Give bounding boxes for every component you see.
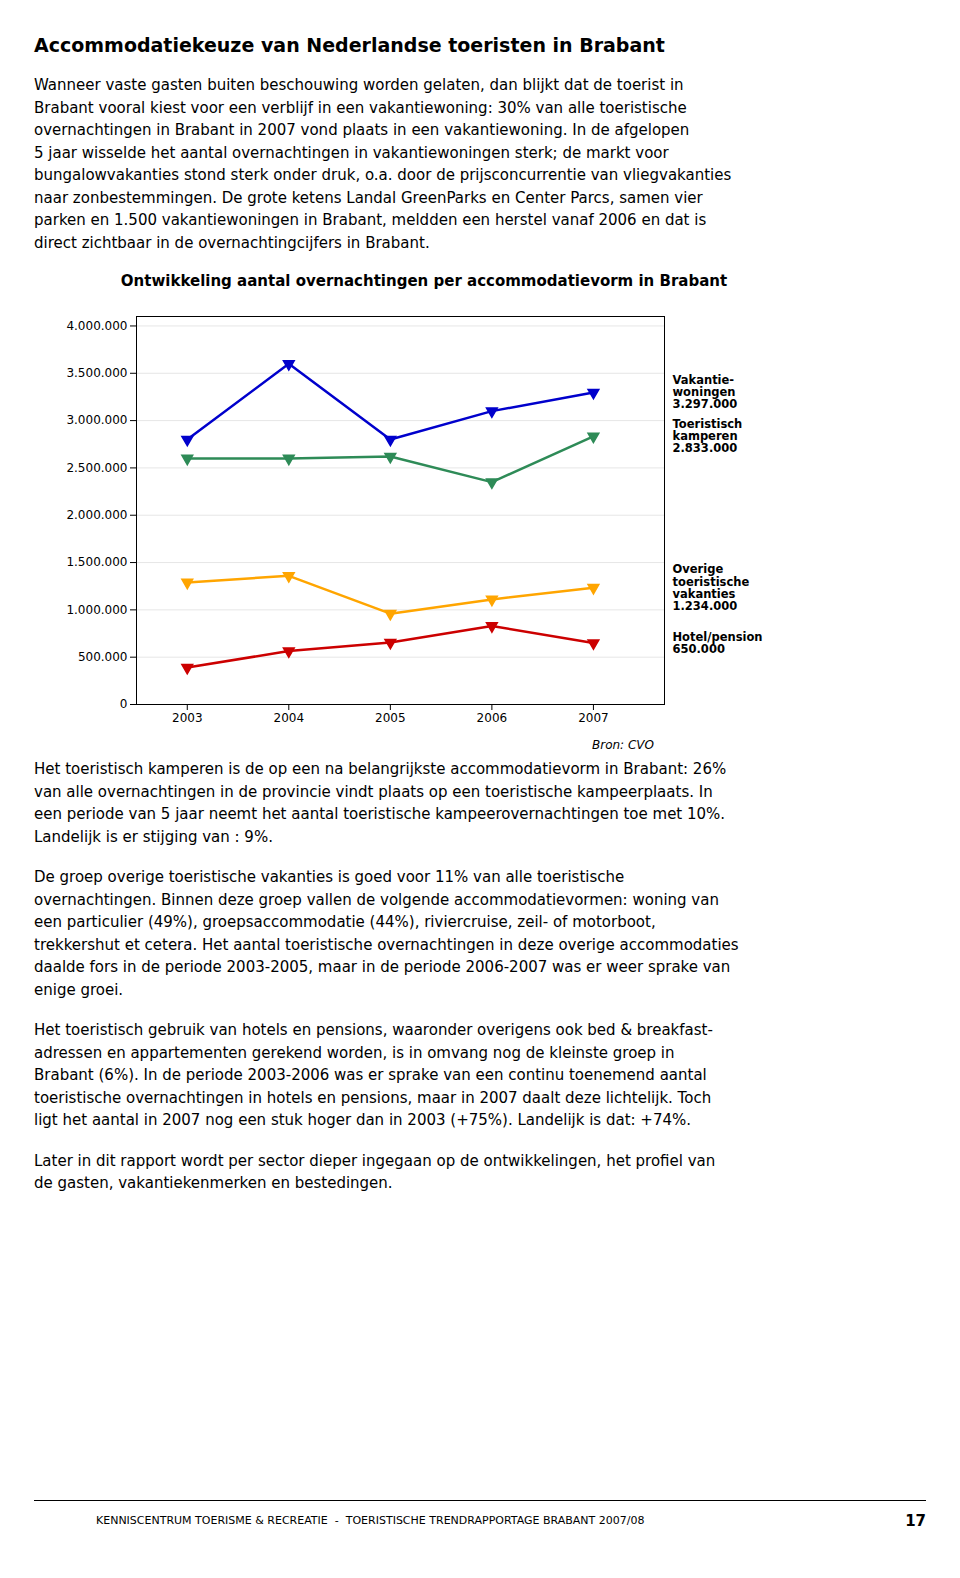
svg-text:2004: 2004 bbox=[274, 711, 305, 725]
html-text:Het toeristisch gebruik van ho: Het toeristisch gebruik van hotels en pe… bbox=[34, 1021, 713, 1129]
svg-text:1.500.000: 1.500.000 bbox=[66, 555, 127, 569]
html-text:Bron: CVO: Bron: CVO bbox=[592, 738, 654, 752]
svg-text:1.000.000: 1.000.000 bbox=[66, 603, 127, 617]
svg-text:Vakantie-woningen3.297.000: Vakantie-woningen3.297.000 bbox=[673, 373, 738, 411]
svg-text:2006: 2006 bbox=[477, 711, 508, 725]
svg-text:4.000.000: 4.000.000 bbox=[66, 319, 127, 333]
html-text:Wanneer vaste gasten buiten be: Wanneer vaste gasten buiten beschouwing … bbox=[34, 76, 732, 252]
svg-text:Toeristischkamperen2.833.000: Toeristischkamperen2.833.000 bbox=[673, 417, 743, 455]
html-text:De groep overige toeristische: De groep overige toeristische vakanties … bbox=[34, 868, 739, 999]
svg-text:3.000.000: 3.000.000 bbox=[66, 413, 127, 427]
html-text:KENNISCENTRUM TOERISME & RECRE: KENNISCENTRUM TOERISME & RECREATIE - TOE… bbox=[96, 1514, 645, 1527]
svg-text:2003: 2003 bbox=[172, 711, 203, 725]
html-text:Later in dit rapport wordt per: Later in dit rapport wordt per sector di… bbox=[34, 1151, 716, 1192]
svg-text:0: 0 bbox=[120, 697, 128, 711]
svg-text:Overigetoeristischevakanties1.: Overigetoeristischevakanties1.234.000 bbox=[673, 562, 750, 612]
svg-text:2.500.000: 2.500.000 bbox=[66, 461, 127, 475]
html-text:Het toeristisch kamperen is de: Het toeristisch kamperen is de op een na… bbox=[34, 760, 727, 846]
svg-text:3.500.000: 3.500.000 bbox=[66, 366, 127, 380]
svg-text:500.000: 500.000 bbox=[78, 650, 128, 664]
svg-text:2005: 2005 bbox=[375, 711, 406, 725]
svg-text:2007: 2007 bbox=[578, 711, 609, 725]
html-text:Ontwikkeling aantal overnachti: Ontwikkeling aantal overnachtingen per a… bbox=[120, 272, 728, 290]
svg-text:Hotel/pension650.000: Hotel/pension650.000 bbox=[673, 630, 763, 656]
html-text:17: 17 bbox=[905, 1512, 926, 1530]
html-text:Accommodatiekeuze van Nederlan: Accommodatiekeuze van Nederlandse toeris… bbox=[34, 34, 665, 56]
svg-text:2.000.000: 2.000.000 bbox=[66, 508, 127, 522]
